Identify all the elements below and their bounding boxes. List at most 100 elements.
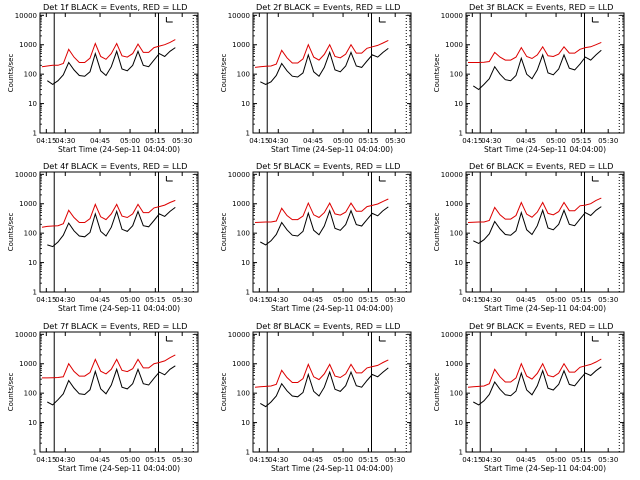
x-tick-label: 05:00 — [546, 456, 566, 464]
chart-panel-3: Det 3f BLACK = Events, RED = LLD Counts/s… — [433, 2, 625, 154]
y-tick-label: 10000 — [441, 331, 463, 339]
series-line-events — [47, 365, 176, 406]
x-tick-label: 04:15 — [249, 456, 269, 464]
x-tick-label: 05:30 — [598, 296, 618, 304]
x-tick-label: 04:30 — [55, 296, 75, 304]
chart-title: Det 8f BLACK = Events, RED = LLD — [256, 321, 400, 331]
y-tick-label: 100 — [24, 230, 37, 238]
x-tick-label: 04:15 — [462, 137, 482, 145]
x-tick-label: 05:00 — [333, 137, 353, 145]
y-tick-label: 10000 — [228, 171, 250, 179]
plot-frame — [39, 331, 199, 453]
chart-title: Det 1f BLACK = Events, RED = LLD — [43, 2, 187, 12]
x-tick-label: 04:15 — [36, 137, 56, 145]
x-axis-label: Start Time (24-Sep-11 04:04:00) — [271, 464, 393, 473]
y-tick-label: 1 — [33, 289, 37, 297]
x-tick-label: 04:45 — [90, 456, 110, 464]
y-tick-label: 10 — [454, 419, 463, 427]
x-tick-label: 05:00 — [120, 137, 140, 145]
series-line-lld — [42, 354, 176, 379]
x-tick-label: 04:45 — [303, 137, 323, 145]
x-tick-label: 05:00 — [333, 296, 353, 304]
x-tick-label: 04:30 — [268, 137, 288, 145]
y-tick-label: 1 — [459, 289, 463, 297]
x-tick-label: 04:45 — [516, 137, 536, 145]
chart-title: Det 3f BLACK = Events, RED = LLD — [469, 2, 613, 12]
x-tick-label: 04:15 — [249, 296, 269, 304]
y-tick-label: 1000 — [232, 360, 250, 368]
y-tick-label: 1000 — [232, 41, 250, 49]
x-tick-label: 04:45 — [90, 137, 110, 145]
x-tick-label: 05:15 — [358, 296, 378, 304]
y-tick-label: 10 — [28, 259, 37, 267]
y-tick-label: 100 — [24, 71, 37, 79]
x-tick-label: 05:15 — [571, 137, 591, 145]
panel-grid: Det 1f BLACK = Events, RED = LLD Counts/s… — [7, 2, 625, 473]
x-tick-label: 05:15 — [145, 137, 165, 145]
x-tick-label: 05:00 — [546, 137, 566, 145]
x-tick-label: 05:00 — [333, 456, 353, 464]
y-tick-label: 1 — [33, 130, 37, 138]
y-axis-label: Counts/sec — [7, 213, 15, 252]
y-tick-label: 10 — [241, 100, 250, 108]
y-tick-label: 1 — [246, 449, 250, 457]
series-line-events — [473, 49, 602, 91]
x-tick-label: 04:15 — [249, 137, 269, 145]
x-tick-label: 05:30 — [385, 137, 405, 145]
x-tick-label: 05:15 — [571, 296, 591, 304]
y-tick-label: 100 — [237, 230, 250, 238]
y-tick-label: 1 — [33, 449, 37, 457]
y-tick-label: 100 — [237, 390, 250, 398]
series-line-lld — [41, 39, 176, 68]
y-tick-label: 1000 — [445, 41, 463, 49]
y-axis-label: Counts/sec — [433, 213, 441, 252]
y-tick-label: 100 — [237, 71, 250, 79]
chart-title: Det 4f BLACK = Events, RED = LLD — [43, 161, 187, 171]
chart-title: Det 7f BLACK = Events, RED = LLD — [43, 321, 187, 331]
series-line-lld — [254, 359, 389, 388]
x-tick-label: 05:30 — [172, 456, 192, 464]
y-tick-label: 10 — [241, 419, 250, 427]
x-axis-label: Start Time (24-Sep-11 04:04:00) — [484, 145, 606, 154]
chart-title: Det 6f BLACK = Events, RED = LLD — [469, 161, 613, 171]
y-tick-label: 10 — [454, 100, 463, 108]
x-tick-label: 04:15 — [462, 456, 482, 464]
y-tick-label: 10000 — [441, 171, 463, 179]
series-line-events — [260, 48, 389, 85]
x-tick-label: 04:45 — [303, 456, 323, 464]
x-tick-label: 04:45 — [516, 456, 536, 464]
x-tick-label: 05:30 — [172, 137, 192, 145]
y-tick-label: 10000 — [441, 12, 463, 20]
x-tick-label: 04:45 — [303, 296, 323, 304]
y-tick-label: 1 — [246, 289, 250, 297]
plot-frame — [39, 171, 199, 293]
series-line-events — [260, 206, 389, 246]
x-axis-label: Start Time (24-Sep-11 04:04:00) — [484, 304, 606, 313]
y-tick-label: 100 — [450, 71, 463, 79]
y-axis-label: Counts/sec — [7, 54, 15, 93]
x-tick-label: 05:30 — [385, 456, 405, 464]
x-tick-label: 05:30 — [598, 456, 618, 464]
x-axis-label: Start Time (24-Sep-11 04:04:00) — [484, 464, 606, 473]
series-line-events — [47, 47, 176, 86]
y-tick-label: 1 — [459, 130, 463, 138]
x-tick-label: 04:30 — [481, 296, 501, 304]
plot-frame — [465, 331, 625, 453]
x-axis-label: Start Time (24-Sep-11 04:04:00) — [58, 464, 180, 473]
plot-frame — [252, 331, 412, 453]
chart-title: Det 2f BLACK = Events, RED = LLD — [256, 2, 400, 12]
y-tick-label: 10000 — [15, 331, 37, 339]
y-tick-label: 10 — [454, 259, 463, 267]
x-tick-label: 04:45 — [516, 296, 536, 304]
y-tick-label: 10 — [241, 259, 250, 267]
chart-panel-4: Det 4f BLACK = Events, RED = LLD Counts/s… — [7, 161, 199, 313]
series-line-lld — [467, 358, 602, 388]
y-tick-label: 1 — [246, 130, 250, 138]
x-tick-label: 05:00 — [120, 296, 140, 304]
y-tick-label: 100 — [450, 230, 463, 238]
x-tick-label: 05:15 — [358, 456, 378, 464]
y-axis-label: Counts/sec — [433, 54, 441, 93]
y-tick-label: 10 — [28, 100, 37, 108]
